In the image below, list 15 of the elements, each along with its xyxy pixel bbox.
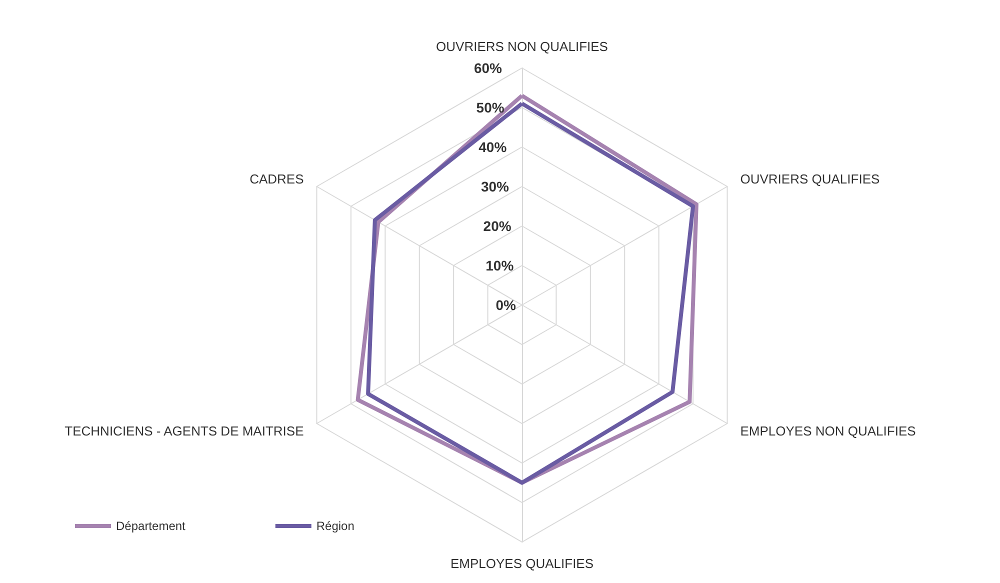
spoke-label: EMPLOYES QUALIFIES	[450, 556, 594, 571]
spoke-label: CADRES	[250, 172, 304, 186]
y-tick-label: 20%	[483, 218, 512, 234]
y-tick-label: 0%	[496, 297, 517, 313]
legend-label: Département	[116, 519, 186, 533]
spoke-label: OUVRIERS NON QUALIFIES	[436, 39, 608, 54]
y-tick-label: 30%	[480, 178, 510, 194]
y-tick-label: 60%	[474, 60, 503, 76]
spoke-label: TECHNICIENS - AGENTS DE MAITRISE	[64, 424, 304, 438]
spoke-label: EMPLOYES NON QUALIFIES	[740, 424, 916, 438]
y-tick-label: 50%	[476, 100, 505, 116]
legend-label: Région	[316, 519, 354, 533]
y-tick-label: 10%	[486, 258, 514, 274]
spoke-label: OUVRIERS QUALIFIES	[740, 172, 880, 186]
y-tick-label: 40%	[478, 139, 508, 155]
